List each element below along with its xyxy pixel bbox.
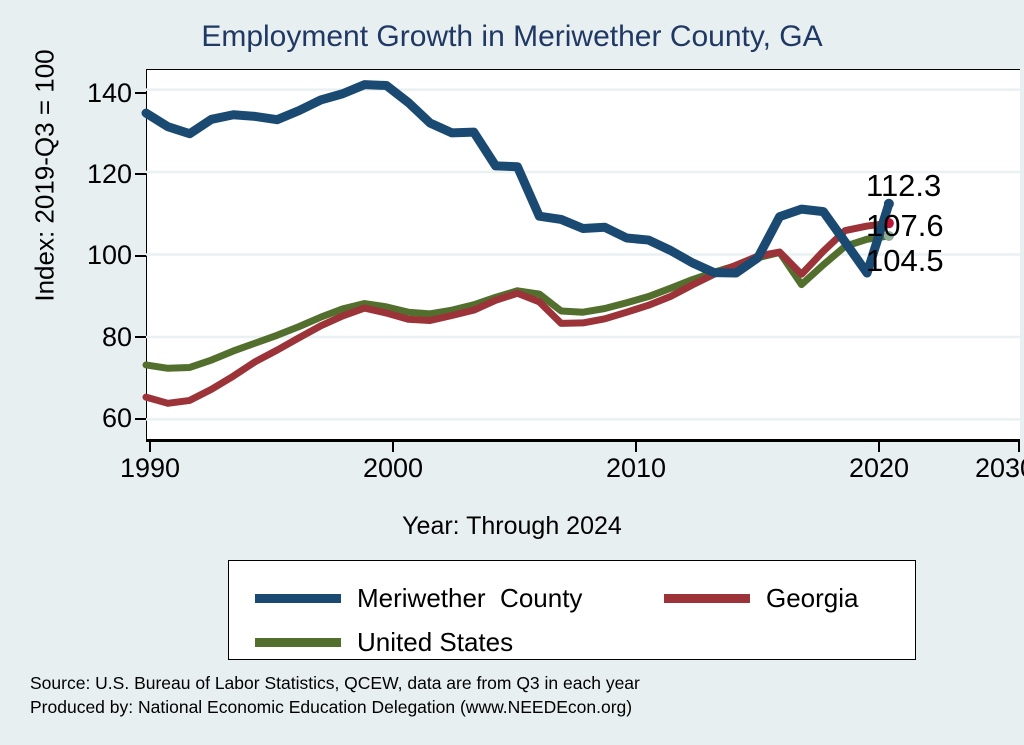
x-tick-label-2010: 2010 — [605, 453, 667, 483]
legend-label-georgia: Georgia — [766, 583, 859, 613]
x-tick-label-1990: 1990 — [119, 453, 181, 483]
x-tick-mark-2010 — [635, 441, 637, 452]
legend-item-georgia[interactable]: Georgia — [664, 583, 859, 614]
x-tick-mark-2030 — [1018, 441, 1020, 452]
y-tick-mark-60 — [135, 418, 146, 420]
x-tick-label-2000: 2000 — [362, 453, 424, 483]
end-label-georgia: 107.6 — [866, 208, 944, 243]
y-tick-label-60: 60 — [101, 403, 132, 433]
y-tick-mark-120 — [135, 173, 146, 175]
x-axis-title: Year: Through 2024 — [402, 512, 622, 540]
y-tick-mark-140 — [135, 92, 146, 94]
end-label-meriwether: 112.3 — [866, 168, 942, 203]
x-tick-mark-1990 — [149, 441, 151, 452]
end-label-united-states: 104.5 — [866, 243, 944, 278]
legend-label-meriwether: Meriwether County — [357, 583, 583, 613]
y-tick-label-120: 120 — [86, 159, 132, 189]
x-axis-line — [146, 440, 1020, 443]
chart-legend: Meriwether County Georgia United States — [228, 560, 916, 660]
y-tick-mark-80 — [135, 336, 146, 338]
chart-title: Employment Growth in Meriwether County, … — [201, 20, 823, 53]
x-tick-label-2030: 2030 — [974, 453, 1024, 483]
y-tick-label-100: 100 — [86, 240, 132, 270]
y-tick-mark-100 — [135, 255, 146, 257]
legend-swatch-united-states — [255, 638, 341, 647]
source-line-2: Produced by: National Economic Education… — [30, 696, 633, 717]
legend-swatch-meriwether — [255, 594, 341, 603]
x-tick-label-2020: 2020 — [848, 453, 910, 483]
x-tick-mark-2000 — [392, 441, 394, 452]
legend-swatch-georgia — [664, 594, 750, 603]
legend-label-united-states: United States — [357, 627, 514, 657]
y-tick-label-140: 140 — [86, 78, 132, 108]
legend-item-united-states[interactable]: United States — [255, 627, 513, 658]
x-tick-mark-2020 — [878, 441, 880, 452]
source-note: Source: U.S. Bureau of Labor Statistics,… — [30, 672, 640, 719]
legend-item-meriwether[interactable]: Meriwether County — [255, 583, 582, 614]
source-line-1: Source: U.S. Bureau of Labor Statistics,… — [30, 673, 640, 693]
y-tick-label-80: 80 — [101, 322, 132, 352]
